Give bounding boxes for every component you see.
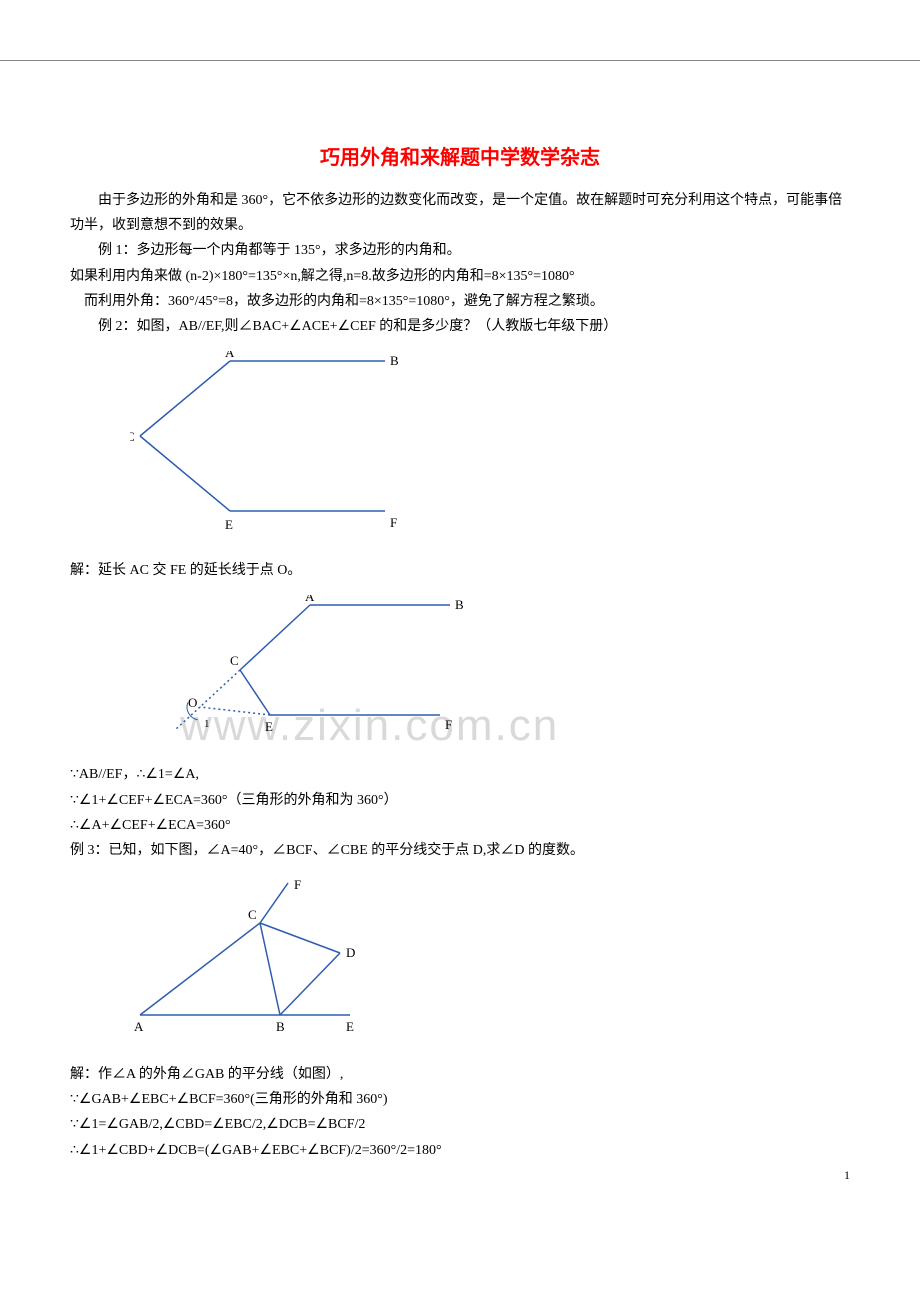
- diagram-1: A B C E F: [130, 351, 850, 546]
- svg-text:A: A: [134, 1019, 144, 1034]
- svg-text:C: C: [130, 429, 135, 444]
- paragraph: 由于多边形的外角和是 360°，它不依多边形的边数变化而改变，是一个定值。故在解…: [70, 188, 850, 238]
- svg-text:E: E: [265, 719, 273, 734]
- svg-text:D: D: [346, 945, 355, 960]
- diagram-3: A B E C F D: [130, 875, 850, 1050]
- svg-text:B: B: [276, 1019, 285, 1034]
- svg-text:B: B: [390, 353, 399, 368]
- svg-text:1: 1: [204, 718, 210, 730]
- diagram-2: A B C O E F 1: [170, 595, 850, 750]
- svg-text:F: F: [390, 515, 397, 530]
- paragraph: ∵∠GAB+∠EBC+∠BCF=360°(三角形的外角和 360°): [70, 1087, 850, 1112]
- paragraph: 而利用外角：360°/45°=8，故多边形的内角和=8×135°=1080°，避…: [70, 289, 850, 314]
- paragraph: ∵∠1+∠CEF+∠ECA=360°（三角形的外角和为 360°）: [70, 788, 850, 813]
- svg-text:F: F: [294, 877, 301, 892]
- svg-text:O: O: [188, 695, 197, 710]
- paragraph: ∴∠1+∠CBD+∠DCB=(∠GAB+∠EBC+∠BCF)/2=360°/2=…: [70, 1138, 850, 1163]
- example-3: 例 3：已知，如下图，∠A=40°，∠BCF、∠CBE 的平分线交于点 D,求∠…: [70, 838, 850, 863]
- paragraph: ∵∠1=∠GAB/2,∠CBD=∠EBC/2,∠DCB=∠BCF/2: [70, 1112, 850, 1137]
- svg-text:C: C: [230, 653, 239, 668]
- paragraph: 解：作∠A 的外角∠GAB 的平分线（如图）,: [70, 1062, 850, 1087]
- paragraph: ∴∠A+∠CEF+∠ECA=360°: [70, 813, 850, 838]
- page-number: 1: [844, 1168, 850, 1183]
- svg-text:B: B: [455, 597, 464, 612]
- page-title: 巧用外角和来解题中学数学杂志: [70, 141, 850, 170]
- paragraph: ∵AB//EF，∴∠1=∠A,: [70, 762, 850, 787]
- svg-text:E: E: [225, 517, 233, 532]
- example-1: 例 1：多边形每一个内角都等于 135°，求多边形的内角和。: [70, 238, 850, 263]
- example-2: 例 2：如图，AB//EF,则∠BAC+∠ACE+∠CEF 的和是多少度？（人教…: [70, 314, 850, 339]
- paragraph: 如果利用内角来做 (n-2)×180°=135°×n,解之得,n=8.故多边形的…: [70, 264, 850, 289]
- svg-text:F: F: [445, 717, 452, 732]
- svg-text:E: E: [346, 1019, 354, 1034]
- paragraph: 解：延长 AC 交 FE 的延长线于点 O。: [70, 558, 850, 583]
- svg-text:A: A: [225, 351, 235, 360]
- svg-text:C: C: [248, 907, 257, 922]
- svg-text:A: A: [305, 595, 315, 604]
